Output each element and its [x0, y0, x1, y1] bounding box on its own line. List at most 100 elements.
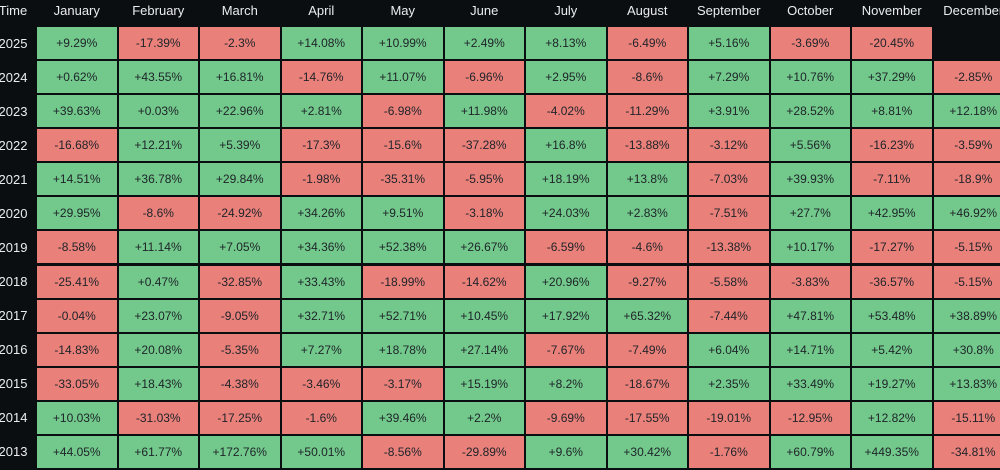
column-header: April — [308, 2, 335, 18]
return-cell: +39.46% — [363, 401, 443, 434]
return-cell: -8.56% — [363, 435, 443, 468]
return-cell: +44.05% — [37, 435, 117, 468]
year-label: 2018 — [0, 274, 28, 290]
return-cell: -1.98% — [281, 163, 361, 196]
return-cell: -0.04% — [37, 299, 117, 332]
return-cell: +10.45% — [444, 299, 524, 332]
return-cell: +22.96% — [200, 95, 280, 128]
return-cell: +14.71% — [770, 333, 850, 366]
return-cell: +2.83% — [607, 197, 687, 230]
return-cell: -19.01% — [689, 401, 769, 434]
return-cell: +38.89% — [933, 299, 1000, 332]
column-header: March — [221, 2, 258, 18]
return-cell: +10.17% — [770, 231, 850, 264]
return-cell: +47.81% — [770, 299, 850, 332]
return-cell: +30.42% — [607, 435, 687, 468]
column-header: October — [787, 2, 834, 18]
year-label: 2017 — [0, 308, 28, 324]
return-cell: +19.27% — [852, 367, 932, 400]
return-cell: +2.95% — [526, 61, 606, 94]
column-header: July — [554, 2, 578, 18]
return-cell: +5.56% — [770, 129, 850, 162]
return-cell: -4.6% — [607, 231, 687, 264]
column-header: August — [627, 2, 668, 18]
return-cell: +37.29% — [852, 61, 932, 94]
return-cell: +7.29% — [689, 61, 769, 94]
return-cell: +8.13% — [526, 27, 606, 59]
return-cell: +24.03% — [526, 197, 606, 230]
column-header: November — [861, 2, 922, 18]
return-cell: -16.23% — [852, 129, 932, 162]
return-cell: +27.7% — [770, 197, 850, 230]
return-cell: -7.51% — [689, 197, 769, 230]
return-cell: +2.49% — [444, 27, 524, 59]
return-cell: +32.71% — [281, 299, 361, 332]
return-cell: -5.58% — [689, 265, 769, 298]
return-cell: +23.07% — [118, 299, 198, 332]
return-cell: +5.39% — [200, 129, 280, 162]
return-cell: +14.51% — [37, 163, 117, 196]
return-cell: +12.82% — [852, 401, 932, 434]
return-cell: -6.96% — [444, 61, 524, 94]
return-cell: -9.05% — [200, 299, 280, 332]
return-cell: -5.15% — [933, 231, 1000, 264]
return-cell: -3.69% — [770, 27, 850, 59]
return-cell: +9.29% — [37, 27, 117, 59]
return-cell: +6.04% — [689, 333, 769, 366]
return-cell: -5.35% — [200, 333, 280, 366]
return-cell: -15.11% — [933, 401, 1000, 434]
return-cell: -1.76% — [689, 435, 769, 468]
return-cell: +29.84% — [200, 163, 280, 196]
return-cell: +0.47% — [118, 265, 198, 298]
return-cell: -6.98% — [363, 95, 443, 128]
return-cell: -32.85% — [200, 265, 280, 298]
return-cell: +10.76% — [770, 61, 850, 94]
return-cell: -37.28% — [444, 129, 524, 162]
column-header: December — [943, 2, 1000, 18]
return-cell: -17.39% — [118, 27, 198, 59]
return-cell: +18.43% — [118, 367, 198, 400]
return-cell: -34.81% — [933, 435, 1000, 468]
return-cell: +61.77% — [118, 435, 198, 468]
return-cell: +39.93% — [770, 163, 850, 196]
return-cell: +9.51% — [363, 197, 443, 230]
year-label: 2022 — [0, 137, 28, 153]
return-cell: +14.08% — [281, 27, 361, 59]
return-cell: -11.29% — [607, 95, 687, 128]
year-label: 2023 — [0, 103, 28, 119]
return-cell: -2.3% — [200, 27, 280, 59]
column-header: May — [390, 2, 416, 18]
return-cell: +7.27% — [281, 333, 361, 366]
year-label: 2025 — [0, 35, 28, 51]
return-cell: +34.36% — [281, 231, 361, 264]
return-cell: +11.14% — [118, 231, 198, 264]
return-cell: -36.57% — [852, 265, 932, 298]
return-cell: +60.79% — [770, 435, 850, 468]
return-cell: +30.8% — [933, 333, 1000, 366]
return-cell: -8.6% — [118, 197, 198, 230]
return-cell: +26.67% — [444, 231, 524, 264]
year-label: 2024 — [0, 69, 28, 85]
column-header: September — [696, 2, 761, 18]
year-label: 2021 — [0, 171, 28, 187]
return-cell: -5.95% — [444, 163, 524, 196]
return-cell: -6.49% — [607, 27, 687, 59]
return-cell: +7.05% — [200, 231, 280, 264]
return-cell: -14.76% — [281, 61, 361, 94]
return-cell: -35.31% — [363, 163, 443, 196]
return-cell: -18.67% — [607, 367, 687, 400]
return-cell: -14.62% — [444, 265, 524, 298]
return-cell: +52.71% — [363, 299, 443, 332]
return-cell: +10.03% — [37, 401, 117, 434]
return-cell: -8.6% — [607, 61, 687, 94]
return-cell: +46.92% — [933, 197, 1000, 230]
return-cell: +11.98% — [444, 95, 524, 128]
return-cell: -15.6% — [363, 129, 443, 162]
return-cell: -7.11% — [852, 163, 932, 196]
year-label: 2014 — [0, 410, 28, 426]
return-cell: +12.18% — [933, 95, 1000, 128]
return-cell: +13.83% — [933, 367, 1000, 400]
return-cell: -25.41% — [37, 265, 117, 298]
return-cell: +16.81% — [200, 61, 280, 94]
return-cell: +34.26% — [281, 197, 361, 230]
